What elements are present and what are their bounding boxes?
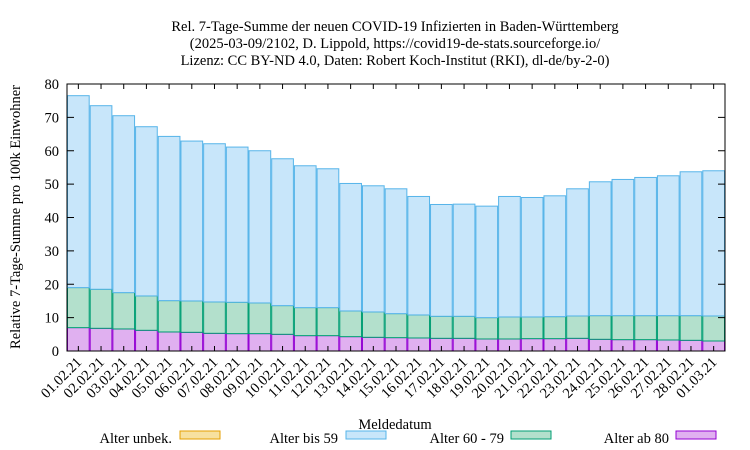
bar-alter-bis-59 bbox=[135, 126, 158, 297]
bar-alter-60-79 bbox=[656, 315, 680, 341]
bar-alter-bis-59 bbox=[225, 146, 249, 303]
bar-alter-60-79 bbox=[543, 316, 567, 340]
bar-alter-60-79 bbox=[588, 315, 612, 340]
bar-alter-60-79 bbox=[407, 314, 431, 339]
bar-alter-60-79 bbox=[135, 295, 158, 331]
bar-alter-60-79 bbox=[67, 287, 90, 329]
y-tick-label: 40 bbox=[45, 211, 60, 227]
bar-alter-bis-59 bbox=[702, 170, 725, 317]
bar-alter-60-79 bbox=[679, 315, 703, 341]
chart-title-line-2: (2025-03-09/2102, D. Lippold, https://co… bbox=[190, 36, 601, 52]
y-tick-label: 50 bbox=[45, 177, 60, 193]
bar-alter-bis-59 bbox=[679, 171, 703, 317]
bar-alter-bis-59 bbox=[248, 150, 272, 304]
bar-alter-bis-59 bbox=[452, 203, 476, 317]
chart-title: Rel. 7-Tage-Summe der neuen COVID-19 Inf… bbox=[171, 19, 618, 69]
legend-swatch-alter-60-79 bbox=[510, 430, 552, 440]
y-axis-label: Relative 7-Tage-Summe pro 100k Einwohner bbox=[8, 85, 24, 349]
bar-alter-bis-59 bbox=[203, 143, 226, 303]
bar-alter-bis-59 bbox=[293, 165, 317, 309]
bar-alter-60-79 bbox=[89, 288, 113, 329]
bar-alter-bis-59 bbox=[112, 115, 136, 294]
bar-alter-bis-59 bbox=[157, 135, 181, 302]
bar-alter-60-79 bbox=[430, 315, 453, 339]
y-tick-label: 0 bbox=[52, 344, 59, 360]
bar-alter-60-79 bbox=[611, 315, 635, 341]
legend-label-alter-bis-59: Alter bis 59 bbox=[270, 431, 338, 447]
bar-alter-60-79 bbox=[384, 313, 408, 339]
bar-alter-bis-59 bbox=[180, 140, 204, 302]
legend-swatch-alter-unbek bbox=[179, 430, 221, 440]
bar-alter-60-79 bbox=[361, 311, 385, 338]
bar-alter-bis-59 bbox=[475, 205, 499, 319]
legend-label-alter-unbek: Alter unbek. bbox=[100, 431, 172, 447]
legend: Alter unbek. Alter bis 59 Alter 60 - 79 Alt… bbox=[100, 430, 717, 447]
bar-alter-bis-59 bbox=[566, 188, 589, 317]
legend-swatch-alter-ab-80 bbox=[675, 430, 717, 440]
bar-alter-bis-59 bbox=[588, 181, 612, 317]
legend-label-alter-ab-80: Alter ab 80 bbox=[604, 431, 669, 447]
bar-alter-bis-59 bbox=[656, 175, 680, 317]
y-tick-label: 20 bbox=[45, 277, 60, 293]
chart-title-line-1: Rel. 7-Tage-Summe der neuen COVID-19 Inf… bbox=[171, 19, 618, 35]
bar-alter-bis-59 bbox=[498, 195, 521, 318]
bar-alter-60-79 bbox=[520, 316, 544, 340]
bar-alter-60-79 bbox=[248, 302, 272, 335]
bar-alter-60-79 bbox=[452, 315, 476, 339]
bar-alter-60-79 bbox=[157, 300, 181, 333]
y-tick-label: 80 bbox=[45, 77, 60, 93]
bar-alter-bis-59 bbox=[67, 95, 90, 289]
bar-alter-60-79 bbox=[498, 316, 521, 340]
bar-alter-60-79 bbox=[225, 301, 249, 335]
bar-alter-bis-59 bbox=[271, 158, 294, 307]
y-tick-label: 60 bbox=[45, 144, 60, 160]
bar-alter-bis-59 bbox=[89, 105, 113, 290]
x-axis-label: Meldedatum bbox=[358, 417, 432, 433]
bar-alter-60-79 bbox=[180, 300, 204, 333]
bar-alter-bis-59 bbox=[634, 176, 657, 317]
bar-alter-60-79 bbox=[271, 305, 294, 335]
bar-alter-bis-59 bbox=[339, 182, 362, 312]
y-axis: 0 10 20 30 40 50 60 70 80 bbox=[45, 77, 725, 360]
bar-alter-bis-59 bbox=[361, 185, 385, 313]
bar-alter-60-79 bbox=[475, 317, 499, 340]
chart-title-line-3: Lizenz: CC BY-ND 4.0, Daten: Robert Koch… bbox=[181, 53, 610, 69]
bar-alter-60-79 bbox=[293, 307, 317, 337]
bar-alter-60-79 bbox=[339, 310, 362, 338]
bar-alter-bis-59 bbox=[384, 188, 408, 315]
bar-alter-bis-59 bbox=[611, 178, 635, 317]
legend-label-alter-60-79: Alter 60 - 79 bbox=[430, 431, 505, 447]
bar-alter-bis-59 bbox=[316, 168, 340, 309]
legend-swatch-alter-bis-59 bbox=[345, 430, 387, 440]
plot-frame bbox=[66, 83, 726, 352]
bar-alter-60-79 bbox=[112, 292, 136, 330]
y-tick-label: 30 bbox=[45, 244, 60, 260]
bar-alter-60-79 bbox=[702, 315, 725, 342]
bar-alter-60-79 bbox=[566, 315, 589, 339]
bar-alter-60-79 bbox=[203, 301, 226, 334]
bar-alter-bis-59 bbox=[407, 195, 431, 316]
bar-alter-bis-59 bbox=[520, 196, 544, 318]
bar-alter-bis-59 bbox=[430, 203, 453, 317]
y-tick-label: 10 bbox=[45, 311, 60, 327]
bar-alter-60-79 bbox=[634, 315, 657, 341]
bar-alter-bis-59 bbox=[543, 195, 567, 318]
bar-alter-60-79 bbox=[316, 307, 340, 337]
bars-group bbox=[67, 95, 725, 352]
y-tick-label: 70 bbox=[45, 110, 60, 126]
